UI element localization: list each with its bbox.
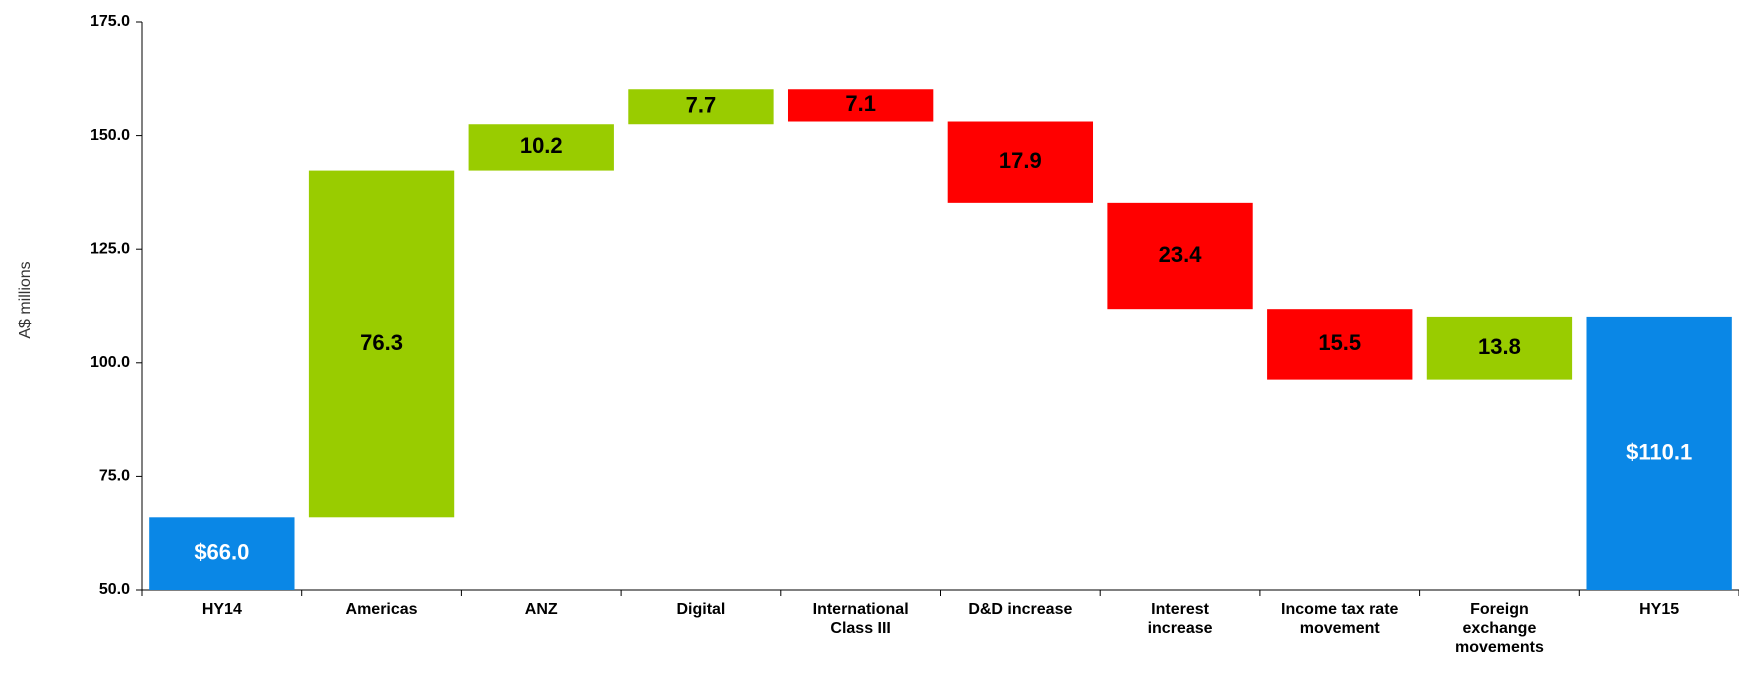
y-tick-label: 150.0 (90, 127, 130, 144)
bar (947, 121, 1094, 203)
x-tick-label: Interest increase (1147, 601, 1213, 637)
bar (1107, 202, 1253, 310)
data-label: 7.7 (686, 93, 717, 118)
y-tick-label: 100.0 (90, 354, 130, 371)
x-tick-label: Digital (676, 601, 726, 618)
bar (628, 89, 774, 125)
x-tick-label: Income tax rate movement (1281, 601, 1399, 637)
data-label: 76.3 (360, 330, 403, 355)
x-tick-label: HY14 (201, 601, 242, 618)
x-tick-label: ANZ (524, 601, 558, 618)
bar (1426, 316, 1573, 380)
bar (1267, 309, 1413, 380)
y-axis-label: A$ millions (17, 261, 34, 338)
data-label: 7.1 (845, 91, 876, 116)
x-tick-label: D&D increase (968, 601, 1073, 618)
bar (308, 170, 455, 518)
x-tick-label: HY15 (1639, 601, 1680, 618)
data-label: 17.9 (999, 148, 1042, 173)
data-label: 13.8 (1478, 334, 1521, 359)
y-tick-label: 125.0 (90, 240, 130, 257)
bar (149, 517, 295, 590)
x-tick-label: International Class III (812, 601, 909, 637)
x-tick-label: Foreign exchange movements (1454, 601, 1544, 656)
bar (1586, 316, 1732, 590)
data-label: 15.5 (1318, 330, 1361, 355)
y-tick-label: 175.0 (90, 13, 130, 30)
y-tick-label: 75.0 (99, 468, 130, 485)
y-tick-label: 50.0 (99, 581, 130, 598)
bar (787, 89, 934, 122)
bar (468, 124, 614, 171)
data-label: 10.2 (520, 133, 563, 158)
data-label: $66.0 (194, 539, 249, 564)
data-label: 23.4 (1159, 242, 1203, 267)
data-label: $110.1 (1626, 439, 1692, 464)
x-tick-label: Americas (345, 601, 418, 618)
